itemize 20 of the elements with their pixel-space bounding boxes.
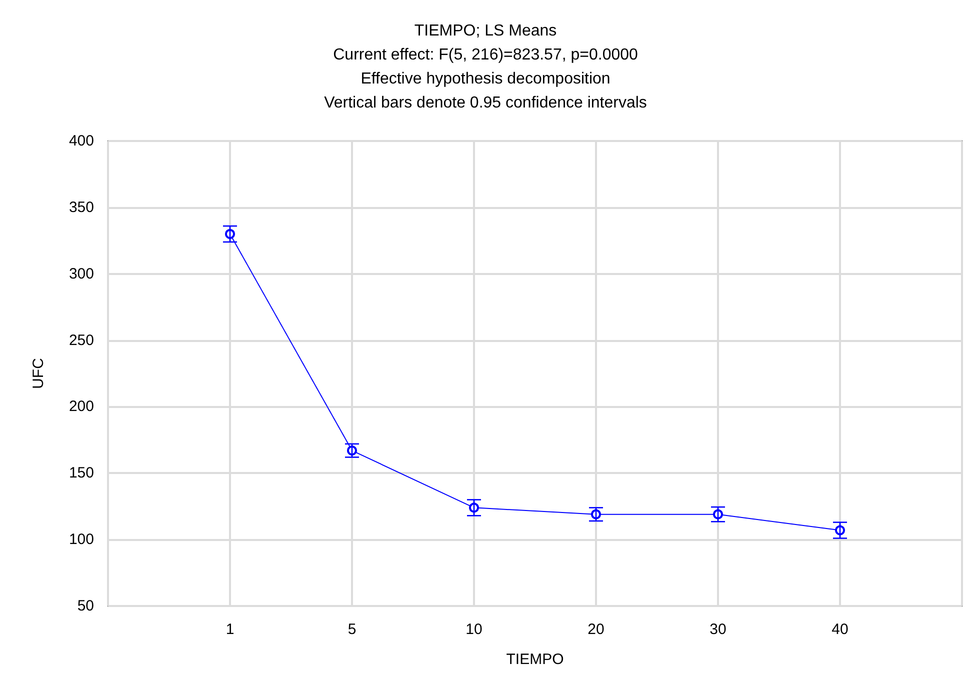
x-tick-label: 20: [588, 621, 604, 638]
x-tick-label: 30: [710, 621, 726, 638]
y-tick-label: 200: [68, 398, 94, 416]
y-tick-label: 350: [68, 198, 94, 216]
x-axis-title: TIEMPO: [506, 651, 564, 668]
x-tick-label: 10: [466, 621, 482, 638]
y-tick-label: 50: [77, 598, 94, 614]
y-tick-label: 100: [68, 531, 94, 548]
x-tick-label: 1: [226, 621, 234, 638]
chart-subtitle: Current effect: F(5, 216)=823.57, p=0.0000: [333, 46, 638, 64]
y-tick-label: 400: [68, 132, 94, 150]
x-tick-label: 5: [348, 621, 356, 638]
y-tick-label: 250: [68, 332, 94, 349]
y-tick-label: 150: [68, 464, 94, 482]
text: Vertical bars denote 0.95 confidence intervals: [324, 94, 647, 112]
x-tick-label: 40: [832, 621, 848, 638]
chart-title: TIEMPO; LS Means: [414, 22, 557, 40]
y-tick-label: 300: [68, 265, 94, 282]
text: Effective hypothesis decomposition: [360, 70, 610, 88]
y-axis-title: UFC: [30, 358, 47, 389]
